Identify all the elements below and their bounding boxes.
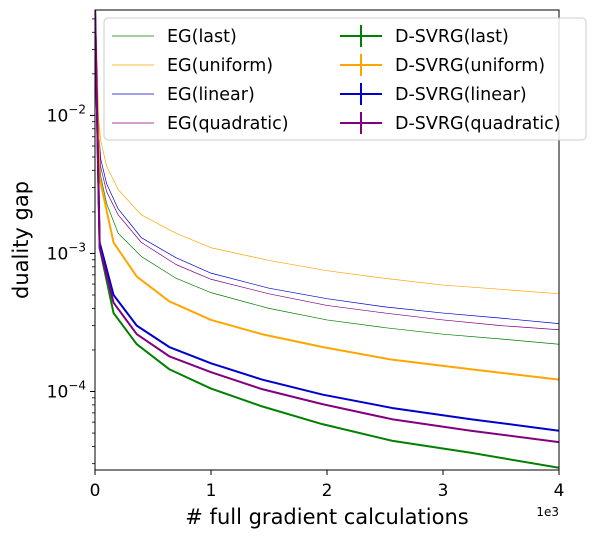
y-tick-exponent: −3 bbox=[68, 240, 86, 254]
legend-label-d-svrg-quadratic: D-SVRG(quadratic) bbox=[395, 114, 561, 134]
y-tick-exponent: −2 bbox=[68, 102, 86, 116]
series-line-d-svrg-last bbox=[95, 10, 559, 469]
x-tick-label-0: 0 bbox=[90, 481, 101, 501]
series-line-d-svrg-linear bbox=[95, 10, 559, 432]
x-axis-label: # full gradient calculations bbox=[185, 505, 468, 529]
series-line-eg-last bbox=[95, 10, 559, 345]
series-layer bbox=[95, 10, 559, 469]
y-axis-label: duality gap bbox=[9, 181, 33, 299]
legend-label-d-svrg-linear: D-SVRG(linear) bbox=[395, 85, 527, 105]
y-tick-base: 10 bbox=[47, 382, 69, 402]
y-tick-label-2: 10−2 bbox=[47, 102, 86, 126]
series-line-d-svrg-quadratic bbox=[95, 10, 559, 444]
series-line-eg-uniform bbox=[95, 10, 559, 295]
x-tick-label-4: 4 bbox=[554, 481, 565, 501]
series-line-eg-quadratic bbox=[95, 10, 559, 331]
x-axis: 0 1 2 3 4 bbox=[90, 470, 565, 501]
x-tick-label-2: 2 bbox=[322, 481, 333, 501]
x-tick-label-3: 3 bbox=[438, 481, 449, 501]
legend-label-d-svrg-last: D-SVRG(last) bbox=[395, 27, 509, 47]
legend-label-eg-linear: EG(linear) bbox=[167, 85, 255, 105]
legend-label-eg-last: EG(last) bbox=[167, 27, 237, 47]
y-tick-base: 10 bbox=[47, 106, 69, 126]
series-line-d-svrg-uniform bbox=[95, 10, 559, 381]
series-line-eg-linear bbox=[95, 10, 559, 325]
y-tick-base: 10 bbox=[47, 244, 69, 264]
y-tick-exponent: −4 bbox=[68, 378, 86, 392]
x-tick-label-1: 1 bbox=[206, 481, 217, 501]
legend-label-d-svrg-uniform: D-SVRG(uniform) bbox=[395, 56, 545, 76]
x-offset-label: 1e3 bbox=[536, 505, 559, 519]
y-tick-label-0: 10−4 bbox=[47, 378, 86, 402]
legend-label-eg-quadratic: EG(quadratic) bbox=[167, 114, 289, 134]
y-axis: 10−410−310−2 bbox=[47, 18, 95, 465]
legend: EG(last) EG(uniform) EG(linear) EG(quadrati… bbox=[103, 17, 587, 141]
legend-label-eg-uniform: EG(uniform) bbox=[167, 56, 273, 76]
y-tick-label-1: 10−3 bbox=[47, 240, 86, 264]
legend-box bbox=[103, 17, 587, 141]
